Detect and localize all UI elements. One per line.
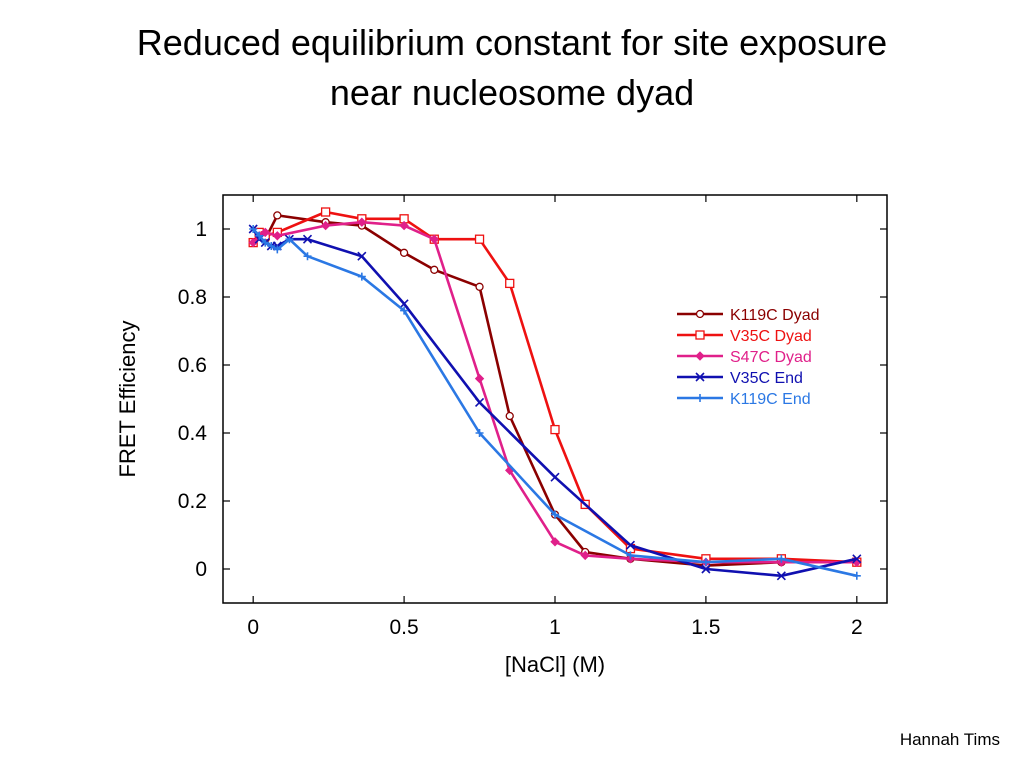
marker-diamond bbox=[695, 351, 705, 361]
slide-title-line-1: Reduced equilibrium constant for site ex… bbox=[136, 22, 888, 63]
y-tick-label: 0.2 bbox=[178, 490, 207, 513]
marker-circle bbox=[430, 265, 439, 274]
legend-label: V35C End bbox=[730, 370, 803, 387]
y-tick-label: 0 bbox=[195, 558, 207, 581]
legend-label: V35C Dyad bbox=[730, 328, 812, 345]
marker-x bbox=[399, 299, 409, 309]
x-tick-label: 1.5 bbox=[691, 616, 720, 639]
marker-diamond bbox=[429, 234, 439, 244]
marker-square bbox=[695, 330, 705, 340]
legend-item: V35C End bbox=[677, 370, 803, 387]
marker-x bbox=[550, 472, 560, 482]
author-credit: Hannah Tims bbox=[899, 730, 1000, 749]
marker-x bbox=[701, 564, 711, 574]
x-axis-label: [NaCl] (M) bbox=[505, 652, 605, 677]
marker-diamond bbox=[320, 220, 331, 231]
marker-x bbox=[625, 540, 636, 550]
marker-square bbox=[550, 424, 560, 435]
legend: K119C Dyad V35C Dyad S47C Dyad V35C End K119… bbox=[677, 307, 820, 408]
marker-plus bbox=[852, 571, 861, 580]
marker-diamond bbox=[399, 220, 409, 231]
axis-ticks: 0 0.5 1 1.5 2 0 0.2 0.4 0.6 0.8 1 bbox=[178, 195, 887, 639]
marker-diamond bbox=[580, 550, 590, 561]
legend-label: K119C Dyad bbox=[730, 307, 820, 324]
legend-item: K119C End bbox=[677, 391, 811, 408]
y-tick-label: 1 bbox=[195, 218, 207, 241]
marker-x bbox=[302, 234, 313, 244]
marker-plus bbox=[701, 558, 710, 567]
slide-title-line-2: near nucleosome dyad bbox=[329, 72, 695, 113]
marker-plus bbox=[777, 554, 786, 563]
legend-label: K119C End bbox=[730, 391, 811, 408]
marker-x bbox=[852, 554, 862, 564]
legend-label: S47C Dyad bbox=[730, 349, 812, 366]
marker-diamond bbox=[248, 237, 258, 248]
y-tick-label: 0.6 bbox=[178, 354, 207, 377]
marker-x bbox=[357, 251, 367, 261]
marker-x bbox=[695, 372, 705, 382]
marker-square bbox=[474, 234, 485, 244]
marker-plus bbox=[273, 245, 282, 254]
marker-circle bbox=[505, 411, 514, 421]
marker-plus bbox=[626, 551, 635, 560]
x-tick-label: 2 bbox=[851, 616, 863, 639]
marker-plus bbox=[475, 429, 484, 437]
series-line bbox=[252, 214, 857, 567]
y-axis-label: FRET Efficiency bbox=[115, 321, 140, 478]
series-line bbox=[252, 210, 857, 564]
marker-plus bbox=[249, 225, 258, 233]
marker-plus bbox=[551, 510, 559, 519]
legend-item: V35C Dyad bbox=[677, 328, 812, 345]
marker-plus bbox=[255, 231, 264, 240]
y-tick-label: 0.8 bbox=[178, 286, 207, 309]
marker-square bbox=[320, 207, 331, 217]
marker-x bbox=[474, 397, 485, 407]
marker-plus bbox=[303, 252, 312, 261]
x-tick-label: 0.5 bbox=[389, 616, 418, 639]
marker-circle bbox=[695, 309, 705, 319]
marker-plus bbox=[696, 394, 704, 402]
x-tick-label: 1 bbox=[549, 616, 561, 639]
legend-item: K119C Dyad bbox=[677, 307, 820, 324]
marker-x bbox=[776, 571, 786, 581]
marker-diamond bbox=[550, 537, 560, 547]
marker-plus bbox=[267, 242, 276, 250]
series-line bbox=[252, 220, 857, 564]
marker-circle bbox=[475, 282, 484, 291]
marker-circle bbox=[399, 248, 409, 257]
marker-diamond bbox=[357, 217, 367, 227]
marker-plus bbox=[261, 238, 270, 247]
marker-diamond bbox=[272, 231, 283, 241]
legend-item: S47C Dyad bbox=[677, 349, 812, 366]
marker-diamond bbox=[260, 227, 270, 238]
marker-diamond bbox=[474, 373, 485, 384]
slide-title: Reduced equilibrium constant for site ex… bbox=[0, 18, 1024, 118]
y-tick-label: 0.4 bbox=[178, 422, 208, 445]
marker-circle bbox=[273, 211, 282, 220]
marker-plus bbox=[285, 235, 294, 244]
x-tick-label: 0 bbox=[247, 616, 259, 639]
marker-plus bbox=[400, 306, 409, 315]
marker-plus bbox=[357, 272, 366, 281]
series-k119c-end bbox=[249, 225, 861, 580]
marker-square bbox=[505, 278, 515, 289]
series-layer bbox=[248, 207, 862, 581]
